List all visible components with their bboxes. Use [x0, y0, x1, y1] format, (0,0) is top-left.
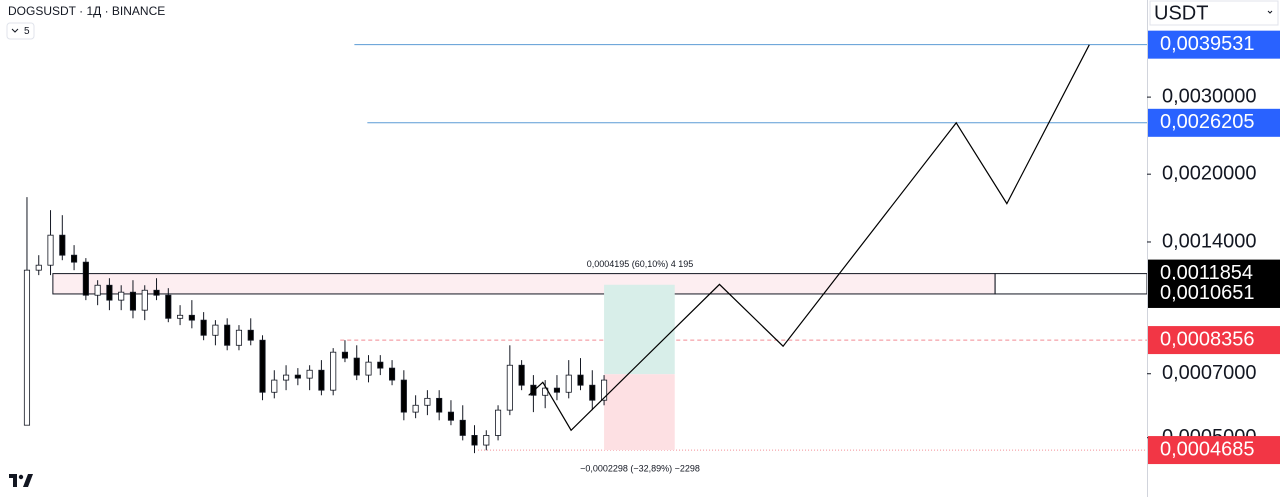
logo-part [9, 474, 17, 487]
symbol-title: DOGSUSDT · 1Д · BINANCE [8, 4, 165, 18]
price-axis: 0,0030000 0,0020000 0,0014000 0,0007000 0,00… [1147, 30, 1280, 465]
candle-body [23, 269, 31, 426]
chevron [1267, 10, 1273, 14]
candle-body [165, 294, 172, 319]
candle-body [71, 254, 78, 263]
candle-body [365, 361, 372, 376]
candle-body [389, 367, 396, 381]
candle-body [341, 351, 349, 359]
tv-logo [9, 474, 33, 487]
price-label: 0,0004685 [1160, 438, 1255, 460]
candle-body [271, 379, 278, 393]
candle-body [212, 324, 219, 336]
candle-body [330, 351, 337, 391]
candle-body [506, 364, 513, 411]
indicator-toggle[interactable] [6, 22, 35, 40]
y-tick-label: 0,0020000 [1162, 162, 1257, 184]
candle-body [47, 234, 54, 266]
candle-body [294, 374, 301, 379]
candle-body [224, 324, 231, 346]
candle-body [247, 329, 254, 341]
candle-body [318, 369, 325, 391]
candle-body [177, 314, 184, 319]
candle-body [495, 409, 502, 436]
logo-part [23, 474, 33, 487]
price-label: 0,0011854 [1160, 262, 1253, 284]
candle-body [118, 291, 125, 301]
candle-body [436, 397, 443, 413]
candle-body [200, 319, 207, 336]
candle-body [412, 404, 419, 413]
candle-body [129, 291, 137, 311]
candle-body [601, 379, 608, 401]
plot-area: 0,0004195 (60,10%) 4 195 −0,0002298 (−32,… [23, 44, 1148, 473]
chevron [11, 28, 19, 33]
candle-body [400, 379, 407, 413]
y-tick-label: 0,0014000 [1162, 230, 1257, 252]
candle-body [141, 289, 148, 311]
currency-label: USDT [1154, 2, 1208, 24]
candle-body [94, 284, 101, 296]
candle-body [553, 387, 561, 393]
candle-body [424, 397, 431, 406]
zone [52, 273, 996, 295]
profit-zone [604, 284, 675, 375]
candle-body [471, 435, 478, 446]
projection-path [528, 44, 1090, 432]
candle-body [589, 384, 596, 401]
price-label: 0,0010651 [1160, 282, 1255, 304]
candle-body [235, 329, 243, 346]
candle-body [82, 261, 89, 296]
candle-body [283, 374, 290, 381]
price-label: 0,0008356 [1160, 328, 1255, 350]
price-label: 0,0039531 [1160, 33, 1255, 55]
candle-body [483, 435, 490, 446]
price-label: 0,0026205 [1160, 111, 1255, 133]
target-text: 0,0004195 (60,10%) 4 195 [587, 259, 694, 269]
candle-body [153, 289, 160, 296]
price-label-box [1148, 279, 1280, 308]
price-label-box [1148, 436, 1280, 465]
candle-body [353, 357, 360, 376]
candle-body [577, 374, 584, 386]
candle-body [35, 264, 42, 271]
price-label-box [1148, 108, 1280, 137]
candle-body [259, 339, 266, 393]
currency-select[interactable] [1149, 0, 1279, 26]
candle-body [306, 369, 313, 379]
candle-body [188, 314, 195, 321]
y-tick-label: 0,0030000 [1162, 85, 1257, 107]
indicator-count: 5 [24, 26, 30, 37]
candle-body [459, 419, 466, 436]
y-tick-label: 0,0007000 [1162, 362, 1257, 384]
candle-body [106, 284, 113, 301]
candle-body [518, 364, 525, 386]
candle-body [59, 234, 66, 256]
loss-zone [604, 374, 675, 451]
candle-body [565, 374, 572, 393]
price-label-box [1148, 30, 1280, 59]
logo-part [18, 474, 24, 480]
stop-text: −0,0002298 (−32,89%) −2298 [580, 463, 700, 473]
candle-body [377, 361, 384, 369]
candle-body [447, 411, 455, 421]
price-label-box [1148, 326, 1280, 355]
